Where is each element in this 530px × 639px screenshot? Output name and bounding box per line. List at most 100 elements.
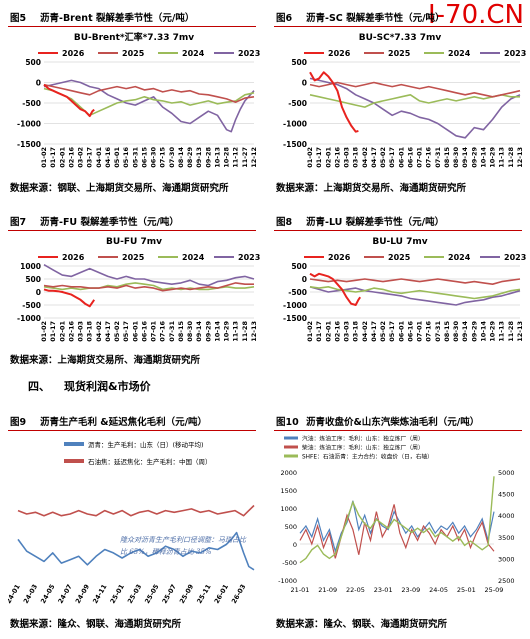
legend-label-2024: 2024 bbox=[182, 49, 205, 58]
y-tick-label: 500 bbox=[25, 58, 41, 67]
x-tick-label: 01-02 bbox=[40, 147, 48, 168]
x-tick-label: 22-05 bbox=[346, 586, 365, 594]
chart-bu-brent: BU-Brent*汇率*7.33 7mv 2026 2025 2024 2023 500 0… bbox=[17, 31, 260, 168]
chart-title: BU-LU 7mv bbox=[372, 237, 427, 247]
x-tick-label: 06-16 bbox=[406, 321, 414, 342]
y-tick-label: -500 bbox=[22, 301, 41, 310]
x-tick-label: 02-01 bbox=[58, 147, 66, 168]
series-line-0 bbox=[17, 531, 255, 571]
x-tick-label: 01-02 bbox=[306, 321, 314, 342]
x-tick-label: 25-01 bbox=[457, 586, 476, 594]
series-line-diesel bbox=[299, 504, 495, 559]
section-text: 现货利润&市场价 bbox=[64, 380, 151, 393]
legend-label-2025: 2025 bbox=[122, 49, 145, 58]
annotation-line-1: 隆众对沥青生产毛利口径调整：马瑞占比 bbox=[120, 536, 247, 544]
y-right-tick-label: 4000 bbox=[498, 512, 515, 520]
x-tick-label: 06-16 bbox=[140, 321, 148, 342]
x-tick-label: 23-01 bbox=[374, 586, 393, 594]
chart-bu-lu: BU-LU 7mv 2026 2025 2024 2023 500 0 -500 -1000 -1… bbox=[283, 237, 526, 342]
x-tick-label: 04-17 bbox=[104, 321, 112, 342]
x-tick-label: 09-28 bbox=[204, 147, 212, 168]
x-tick-label: 05-02 bbox=[113, 321, 121, 342]
x-tick-label: 09-14 bbox=[461, 321, 469, 342]
y-left-tick-label: 0 bbox=[293, 541, 297, 549]
x-tick-label: 09-29 bbox=[470, 147, 478, 168]
series-line-2025 bbox=[309, 81, 521, 98]
figure-9-title-rule bbox=[8, 430, 256, 431]
x-tick-label: 03-03 bbox=[77, 321, 85, 342]
x-tick-label: 06-16 bbox=[406, 147, 414, 168]
y-tick-label: 500 bbox=[291, 262, 307, 271]
watermark-logo: I-70.CN bbox=[427, 0, 524, 30]
y-tick-label: -1500 bbox=[17, 140, 41, 149]
y-tick-label: 500 bbox=[291, 58, 307, 67]
legend-label-2025: 2025 bbox=[122, 253, 145, 262]
y-tick-label: 0 bbox=[36, 288, 41, 297]
y-right-tick-label: 4500 bbox=[498, 491, 515, 499]
figure-10-number: 图10 bbox=[276, 417, 299, 428]
chart-panel-close-price: 汽油：炼油工序：毛利：山东：独立炼厂（周） 柴油：炼油工序：毛利：山东：独立炼厂（… bbox=[274, 432, 526, 612]
x-tick-label: 07-16 bbox=[425, 147, 433, 168]
figure-7-number: 图7 bbox=[10, 217, 27, 228]
figure-10-title-text: 沥青收盘价&山东汽柴炼油毛利（元/吨） bbox=[306, 417, 480, 428]
x-tick-label: 21-01 bbox=[291, 586, 310, 594]
x-tick-label: 10-29 bbox=[223, 321, 231, 342]
figure-9-title: 图9 沥青生产毛利 &延迟焦化毛利（元/吨） bbox=[10, 414, 207, 428]
x-tick-label: 07-31 bbox=[434, 321, 442, 342]
x-tick-label: 25-01 bbox=[109, 583, 127, 605]
y-right-tick-label: 2500 bbox=[498, 577, 515, 585]
y-left-tick-label: -500 bbox=[282, 559, 297, 567]
x-tick-label: 12-13 bbox=[250, 321, 258, 342]
x-tick-label: 03-18 bbox=[352, 321, 360, 342]
legend-label-2023: 2023 bbox=[504, 49, 526, 58]
series-line-2025 bbox=[309, 278, 521, 286]
x-tick-label: 08-15 bbox=[443, 321, 451, 342]
x-tick-label: 04-17 bbox=[370, 147, 378, 168]
figure-10-source: 数据来源：隆众、钢联、海通期货研究所 bbox=[276, 619, 448, 630]
figure-8-title-text: 沥青-LU 裂解差季节性（元/吨） bbox=[306, 217, 445, 228]
x-tick-label: 10-29 bbox=[489, 321, 497, 342]
series-line-2026 bbox=[309, 272, 362, 306]
x-tick-label: 10-13 bbox=[213, 147, 221, 168]
x-tick-label: 06-15 bbox=[140, 147, 148, 168]
y-tick-label: 0 bbox=[302, 79, 307, 88]
x-tick-label: 02-01 bbox=[58, 321, 66, 342]
x-tick-label: 09-29 bbox=[204, 321, 212, 342]
chart-panel-bu-sc: BU-SC*7.33 7mv 2026 2025 2024 2023 500 0 -500 -1… bbox=[274, 28, 526, 176]
x-tick-label: 08-29 bbox=[186, 147, 194, 168]
x-tick-label: 07-01 bbox=[416, 147, 424, 168]
series-line-gasoline bbox=[299, 500, 495, 554]
series-line-2025 bbox=[43, 83, 255, 103]
y-left-tick-label: -1000 bbox=[278, 577, 297, 585]
x-tick-label: 12-12 bbox=[250, 147, 258, 168]
x-tick-label: 01-17 bbox=[315, 147, 323, 168]
x-tick-label: 12-13 bbox=[516, 147, 524, 168]
figure-6-number: 图6 bbox=[276, 13, 293, 24]
x-tick-label: 25-05 bbox=[143, 583, 161, 605]
series-line-2023 bbox=[309, 286, 521, 306]
legend-label-2023: 2023 bbox=[238, 253, 260, 262]
y-tick-label: -1500 bbox=[283, 314, 307, 323]
figure-5-title-rule bbox=[8, 26, 256, 27]
legend-label: 石油焦：延迟焦化：生产毛利：中国（周） bbox=[88, 457, 212, 466]
figure-8-title-rule bbox=[274, 230, 522, 231]
x-tick-label: 03-18 bbox=[352, 147, 360, 168]
x-tick-label: 21-09 bbox=[318, 586, 337, 594]
x-tick-label: 03-17 bbox=[86, 147, 94, 168]
series-line-2026 bbox=[43, 288, 96, 308]
legend-label-2026: 2026 bbox=[62, 49, 85, 58]
x-tick-label: 24-11 bbox=[91, 583, 109, 605]
chart-title: BU-FU 7mv bbox=[106, 237, 162, 247]
x-tick-label: 12-13 bbox=[516, 321, 524, 342]
x-tick-label: 07-31 bbox=[434, 147, 442, 168]
legend-label: 汽油：炼油工序：毛利：山东：独立炼厂（周） bbox=[302, 435, 424, 443]
x-tick-label: 08-15 bbox=[443, 147, 451, 168]
x-tick-label: 03-03 bbox=[343, 147, 351, 168]
figure-8-number: 图8 bbox=[276, 217, 293, 228]
x-tick-label: 07-31 bbox=[168, 321, 176, 342]
x-tick-label: 03-03 bbox=[343, 321, 351, 342]
series-line-2024 bbox=[43, 87, 255, 117]
legend-label-2024: 2024 bbox=[448, 49, 471, 58]
x-tick-label: 25-07 bbox=[161, 583, 178, 605]
figure-7-title-text: 沥青-FU 裂解差季节性（元/吨） bbox=[40, 217, 179, 228]
